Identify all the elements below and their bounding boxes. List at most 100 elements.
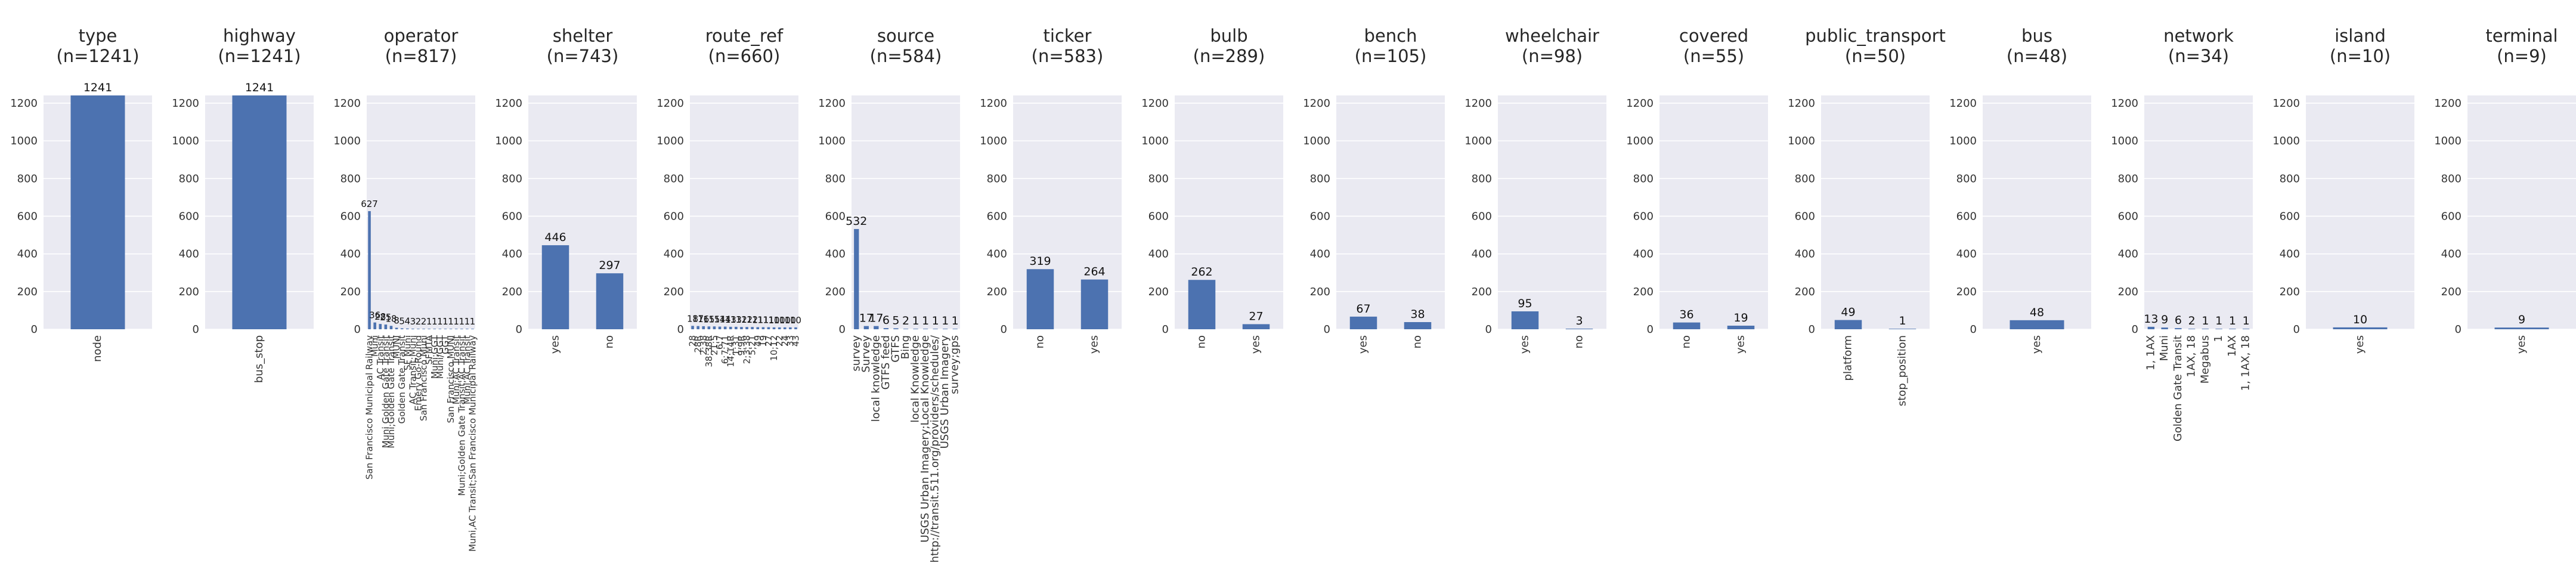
chart-panel-wheelchair: 0 200 400 600 800 1000 1200 wheelchair(n=98) 95 y…	[1465, 26, 1606, 354]
bar-value-label: 25	[380, 312, 391, 323]
bar-value-label: 11	[757, 315, 769, 326]
y-tick-label: 600	[664, 210, 684, 222]
bar-value-label: 3	[1575, 314, 1583, 327]
plot-background	[1983, 95, 2091, 329]
x-tick-label: yes	[1088, 335, 1101, 354]
chart-title: terminal	[2485, 26, 2558, 46]
chart-subtitle: (n=105)	[1355, 46, 1427, 66]
chart-title: route_ref	[705, 26, 784, 46]
x-tick-label: 1AX	[2226, 335, 2238, 357]
chart-panel-bench: 0 200 400 600 800 1000 1200 bench(n=105) 67 yes 38…	[1303, 26, 1445, 354]
chart-title: operator	[384, 26, 459, 46]
y-tick-label: 1000	[2434, 135, 2462, 147]
chart-subtitle: (n=584)	[870, 46, 942, 66]
bar	[729, 326, 732, 329]
x-tick-label: 19	[758, 335, 769, 347]
y-tick-label: 800	[1148, 172, 1169, 185]
bar-value-label: 627	[361, 199, 378, 209]
chart-panel-highway: 0 200 400 600 800 1000 1200 highway(n=1241) 1241…	[172, 26, 314, 383]
bar-value-label: 36	[369, 310, 380, 321]
y-tick-label: 1200	[980, 97, 1007, 110]
x-tick-label: yes	[1735, 335, 1747, 354]
bar-value-label: 297	[599, 259, 620, 272]
x-tick-label: MUNI	[391, 335, 402, 359]
y-tick-label: 800	[664, 172, 684, 185]
plot-background	[1821, 95, 1930, 329]
bar-value-label: 5	[399, 316, 405, 326]
plot-background	[2144, 95, 2253, 329]
bar-value-label: 6	[2175, 314, 2182, 327]
plot-background	[852, 95, 960, 329]
bar-value-label: 15	[708, 314, 720, 324]
y-tick-label: 200	[2441, 286, 2462, 298]
bar-value-label: 1	[2243, 314, 2250, 327]
bar-value-label: 446	[544, 231, 566, 244]
chart-panel-type: 0 200 400 600 800 1000 1200 type(n=1241) 1241 nod…	[10, 26, 152, 362]
x-tick-label: bus_stop	[253, 335, 265, 383]
y-tick-label: 200	[179, 286, 199, 298]
x-tick-label: 2;38	[698, 335, 709, 355]
y-tick-label: 600	[340, 210, 361, 222]
x-tick-label: 27	[763, 335, 774, 347]
y-tick-label: 600	[17, 210, 38, 222]
bar-value-label: 17	[692, 314, 704, 324]
y-tick-label: 600	[825, 210, 846, 222]
x-tick-label: Muni;AC Transit	[451, 335, 462, 404]
chart-title: highway	[223, 26, 296, 46]
y-tick-label: 800	[1795, 172, 1815, 185]
bar-value-label: 1	[453, 316, 459, 327]
bar-value-label: 48	[2030, 306, 2044, 319]
bar	[1080, 279, 1109, 329]
y-tick-label: 800	[2280, 172, 2300, 185]
y-tick-label: 1000	[1626, 135, 1654, 147]
bar	[789, 327, 792, 329]
chart-panel-bus: 0 200 400 600 800 1000 1200 bus(n=48) 48 yes	[1949, 26, 2091, 354]
bar	[783, 327, 787, 329]
y-tick-label: 0	[1970, 323, 1977, 336]
bar	[1188, 280, 1216, 329]
bar-value-label: 10	[790, 315, 801, 326]
y-tick-label: 600	[179, 210, 199, 222]
y-tick-label: 600	[1956, 210, 1977, 222]
chart-title: type	[79, 26, 117, 46]
bar-value-label: 10	[769, 315, 780, 326]
y-tick-label: 200	[1310, 286, 1330, 298]
bar-value-label: 1	[2202, 314, 2209, 327]
x-tick-label: no	[1034, 335, 1046, 348]
y-tick-label: 200	[1956, 286, 1977, 298]
x-tick-label: GTFS feed	[880, 335, 892, 389]
chart-title: ticker	[1044, 26, 1092, 46]
bar	[713, 326, 716, 329]
bar-value-label: 27	[1249, 310, 1263, 323]
bar	[761, 327, 765, 329]
bar	[756, 327, 760, 329]
bar	[596, 273, 624, 329]
bar	[740, 327, 743, 329]
plot-background	[690, 95, 798, 329]
plot-background	[1659, 95, 1768, 329]
bar-value-label: 67	[1356, 302, 1370, 316]
bar-value-label: 1	[442, 316, 448, 327]
y-tick-label: 400	[2118, 248, 2138, 261]
bar-value-label: 15	[703, 314, 714, 324]
x-tick-label: 49	[753, 335, 763, 347]
y-tick-label: 200	[1148, 286, 1169, 298]
y-tick-label: 1000	[1788, 135, 1815, 147]
y-tick-label: 400	[2441, 248, 2462, 261]
y-tick-label: 0	[2293, 323, 2300, 336]
y-tick-label: 600	[1310, 210, 1330, 222]
chart-panel-public_transport: 0 200 400 600 800 1000 1200 public_transport(n=…	[1788, 26, 1946, 406]
y-tick-label: 0	[1324, 323, 1330, 336]
chart-title: shelter	[553, 26, 613, 46]
y-tick-label: 600	[1633, 210, 1654, 222]
bar	[702, 326, 705, 329]
y-tick-label: 1000	[333, 135, 361, 147]
bar	[389, 326, 393, 329]
bar-value-label: 12	[741, 314, 753, 325]
bar	[232, 95, 287, 329]
bar	[384, 324, 388, 329]
x-tick-label: yes	[1519, 335, 1531, 354]
bar-value-label: 5	[892, 314, 899, 327]
y-tick-label: 0	[1647, 323, 1654, 336]
